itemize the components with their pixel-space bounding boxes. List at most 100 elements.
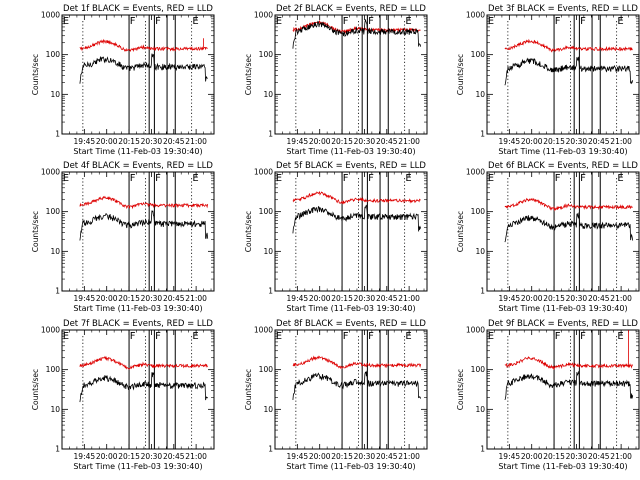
plot-frame <box>486 14 640 135</box>
plot-frame <box>274 14 428 135</box>
interval-flag: E <box>63 16 69 27</box>
panel-title: Det 2f BLACK = Events, RED = LLD <box>276 4 426 14</box>
lld-series-line <box>504 197 633 212</box>
interval-flag: F <box>343 16 349 27</box>
y-tick-label: 1000 <box>41 168 60 177</box>
x-tick-label: 19:45 <box>287 137 309 146</box>
plot-frame <box>61 171 215 292</box>
panel-det-2: Det 2f BLACK = Events, RED = LLD 1 10 100 10… <box>244 4 428 156</box>
panel-det-3: Det 3f BLACK = Events, RED = LLD 1 10 100 10… <box>456 4 640 156</box>
x-tick-label: 20:00 <box>96 294 118 303</box>
plot-frame <box>61 14 215 135</box>
interval-flag: F <box>130 331 136 342</box>
y-axis-label: Counts/sec <box>31 369 40 410</box>
panel-title: Det 4f BLACK = Events, RED = LLD <box>63 161 213 171</box>
interval-flag: E <box>617 16 623 27</box>
y-axis-label: Counts/sec <box>31 211 40 252</box>
panel-det-1: Det 1f BLACK = Events, RED = LLD 1 10 100 10… <box>31 4 215 156</box>
x-tick-label: 20:30 <box>354 294 376 303</box>
x-tick-label: 20:15 <box>331 294 353 303</box>
x-tick-label: 20:45 <box>163 294 185 303</box>
y-tick-label: 1 <box>55 287 60 296</box>
interval-flag: E <box>192 16 198 27</box>
y-axis-label: Counts/sec <box>456 369 465 410</box>
y-tick-label: 1 <box>268 445 273 454</box>
y-tick-label: 100 <box>259 50 274 59</box>
x-axis-label: Start Time (11-Feb-03 19:30:40) <box>498 147 627 156</box>
interval-flag: E <box>617 331 623 342</box>
y-tick-label: 100 <box>259 207 274 216</box>
panel-det-5: Det 5f BLACK = Events, RED = LLD 1 10 100 10… <box>244 161 428 313</box>
y-tick-label: 100 <box>471 50 486 59</box>
events-series-line <box>79 372 208 403</box>
x-tick-label: 20:30 <box>566 452 588 461</box>
interval-flag: E <box>276 16 282 27</box>
x-tick-label: 20:15 <box>543 452 565 461</box>
y-tick-label: 1000 <box>41 11 60 20</box>
lld-series-line <box>504 38 633 53</box>
x-tick-label: 20:15 <box>118 137 140 146</box>
x-tick-label: 20:30 <box>354 452 376 461</box>
panel-title: Det 3f BLACK = Events, RED = LLD <box>488 4 638 14</box>
x-tick-label: 21:00 <box>398 137 420 146</box>
panel-det-4: Det 4f BLACK = Events, RED = LLD 1 10 100 10… <box>31 161 215 313</box>
interval-flag: F <box>580 16 586 27</box>
interval-flag: F <box>580 173 586 184</box>
interval-flag: E <box>192 331 198 342</box>
interval-flag: E <box>63 173 69 184</box>
interval-flag: E <box>405 16 411 27</box>
x-tick-label: 20:45 <box>376 452 398 461</box>
panel-title: Det 6f BLACK = Events, RED = LLD <box>488 161 638 171</box>
interval-flag: F <box>555 16 561 27</box>
y-tick-label: 1000 <box>254 168 273 177</box>
interval-flag: F <box>343 173 349 184</box>
x-tick-label: 19:45 <box>287 294 309 303</box>
x-axis-label: Start Time (11-Feb-03 19:30:40) <box>498 462 627 471</box>
y-tick-label: 1000 <box>466 11 485 20</box>
interval-flag: E <box>276 331 282 342</box>
x-tick-label: 21:00 <box>185 294 207 303</box>
plot-frame <box>274 171 428 292</box>
y-tick-label: 10 <box>475 90 485 99</box>
lld-series-line <box>79 355 208 370</box>
y-tick-label: 10 <box>50 405 60 414</box>
x-axis-label: Start Time (11-Feb-03 19:30:40) <box>73 147 202 156</box>
interval-flag: E <box>276 173 282 184</box>
x-tick-label: 20:30 <box>566 294 588 303</box>
x-tick-label: 20:45 <box>163 452 185 461</box>
x-tick-label: 21:00 <box>185 452 207 461</box>
x-tick-label: 20:30 <box>141 294 163 303</box>
plot-frame <box>61 329 215 450</box>
x-tick-label: 19:45 <box>499 452 521 461</box>
y-axis-label: Counts/sec <box>456 211 465 252</box>
panel-det-7: Det 7f BLACK = Events, RED = LLD 1 10 100 10… <box>31 319 215 471</box>
x-tick-label: 21:00 <box>185 137 207 146</box>
interval-flag: F <box>155 331 161 342</box>
y-axis-label: Counts/sec <box>244 369 253 410</box>
x-axis-label: Start Time (11-Feb-03 19:30:40) <box>73 462 202 471</box>
x-tick-label: 21:00 <box>610 452 632 461</box>
interval-flag: F <box>555 331 561 342</box>
interval-flag: E <box>617 173 623 184</box>
y-tick-label: 10 <box>263 405 273 414</box>
x-tick-label: 20:15 <box>543 137 565 146</box>
events-series-line <box>292 19 422 49</box>
interval-flag: F <box>368 331 374 342</box>
x-tick-label: 19:45 <box>499 294 521 303</box>
x-tick-label: 21:00 <box>610 137 632 146</box>
y-axis-label: Counts/sec <box>456 54 465 95</box>
lld-series-line <box>79 195 209 210</box>
y-tick-label: 100 <box>259 365 274 374</box>
events-series-line <box>79 210 209 241</box>
x-tick-label: 20:15 <box>118 452 140 461</box>
y-tick-label: 1000 <box>41 326 60 335</box>
interval-flag: E <box>405 331 411 342</box>
x-tick-label: 20:45 <box>588 137 610 146</box>
plot-frame <box>274 329 428 450</box>
interval-flag: E <box>63 331 69 342</box>
plot-frame <box>486 171 640 292</box>
x-axis-label: Start Time (11-Feb-03 19:30:40) <box>286 462 415 471</box>
x-tick-label: 20:30 <box>141 452 163 461</box>
x-tick-label: 20:30 <box>141 137 163 146</box>
x-tick-label: 19:45 <box>74 137 96 146</box>
